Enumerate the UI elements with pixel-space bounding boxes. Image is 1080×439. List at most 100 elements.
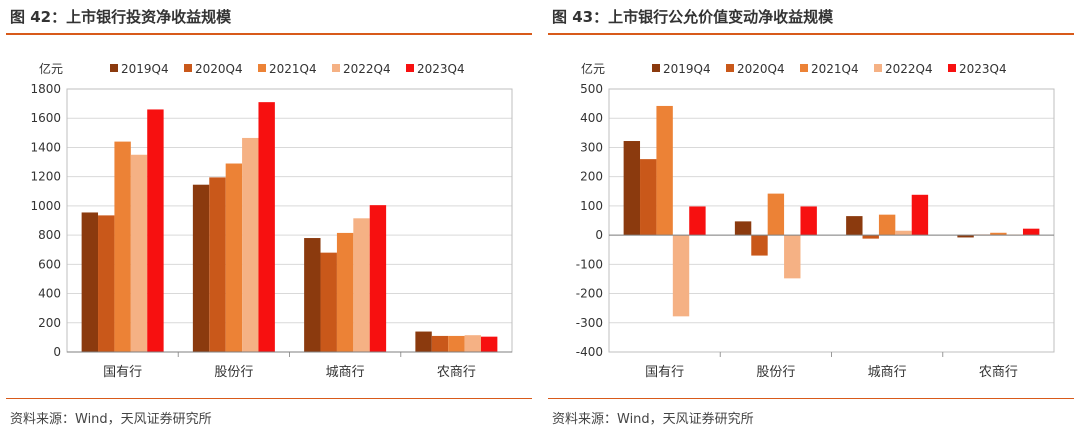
y-tick-label: 0 — [595, 228, 603, 242]
bar — [353, 218, 370, 352]
x-tick-label: 国有行 — [103, 365, 142, 380]
bar — [800, 206, 817, 236]
bar — [209, 177, 226, 352]
source-note: 资料来源：Wind，天风证券研究所 — [10, 412, 212, 427]
legend-label: 2022Q4 — [885, 62, 933, 76]
bar — [623, 141, 641, 236]
y-tick-label: -400 — [576, 345, 603, 359]
legend-swatch — [874, 64, 882, 72]
legend-label: 2020Q4 — [195, 62, 243, 76]
y-tick-label: 200 — [580, 170, 603, 184]
figure-title: 图 42：上市银行投资净收益规模 — [10, 8, 232, 26]
bar — [862, 235, 879, 239]
legend-label: 2021Q4 — [269, 62, 317, 76]
investment-income-bar-chart: 0 200 400 600 800 1000 1200 1400 1600 1800 亿元 2019Q… — [30, 61, 513, 380]
legend-swatch — [726, 64, 734, 72]
legend-swatch — [948, 64, 956, 72]
bar — [431, 335, 449, 352]
y-tick-label: 1800 — [30, 82, 61, 96]
fair-value-change-bar-chart: -400 -300 -200 -100 0 100 200 300 400 500 亿元 2019Q4… — [576, 61, 1055, 380]
y-tick-label: 1400 — [30, 140, 61, 154]
x-tick-label: 城商行 — [326, 365, 365, 380]
source-divider — [6, 398, 532, 399]
bar — [846, 216, 863, 236]
y-tick-label: 1000 — [30, 199, 61, 213]
y-axis-label: 亿元 — [39, 61, 63, 76]
x-tick-label: 农商行 — [979, 365, 1018, 380]
bar — [1022, 228, 1040, 236]
bar — [990, 232, 1007, 236]
legend-label: 2020Q4 — [737, 62, 785, 76]
bar — [640, 159, 657, 236]
y-axis-label: 亿元 — [581, 61, 605, 76]
legend-swatch — [800, 64, 808, 72]
bar — [656, 105, 673, 236]
legend-swatch — [184, 64, 192, 72]
bar — [448, 335, 465, 352]
x-tick-label: 城商行 — [868, 365, 907, 380]
bar — [98, 215, 115, 352]
bar — [957, 235, 974, 238]
bar — [304, 238, 321, 352]
legend-swatch — [406, 64, 414, 72]
legend-swatch — [110, 64, 118, 72]
bar — [242, 137, 259, 352]
legend-label: 2021Q4 — [811, 62, 859, 76]
legend-label: 2023Q4 — [959, 62, 1007, 76]
bar — [320, 252, 337, 352]
bar — [130, 154, 148, 352]
title-divider — [6, 33, 532, 35]
y-tick-label: -300 — [576, 316, 603, 330]
bar — [369, 205, 387, 352]
y-tick-label: -200 — [576, 287, 603, 301]
bar — [734, 221, 752, 236]
x-tick-label: 股份行 — [756, 365, 795, 380]
figure-42-panel: 图 42：上市银行投资净收益规模 0 200 400 600 800 1000 1200 14… — [6, 0, 532, 439]
y-tick-label: 500 — [580, 82, 603, 96]
legend-label: 2022Q4 — [343, 62, 391, 76]
figure-title: 图 43：上市银行公允价值变动净收益规模 — [552, 8, 834, 26]
bar — [192, 184, 210, 352]
legend-swatch — [332, 64, 340, 72]
y-tick-label: 600 — [38, 257, 61, 271]
legend-swatch — [652, 64, 660, 72]
bar — [114, 141, 131, 352]
source-note: 资料来源：Wind，天风证券研究所 — [552, 412, 754, 427]
x-tick-label: 农商行 — [437, 365, 476, 380]
y-tick-label: 200 — [38, 316, 61, 330]
bar — [415, 331, 432, 352]
bar — [767, 193, 785, 236]
y-tick-label: 800 — [38, 228, 61, 242]
bar — [81, 212, 99, 352]
title-divider — [548, 33, 1074, 35]
bar — [258, 102, 275, 353]
x-tick-label: 股份行 — [214, 365, 253, 380]
y-tick-label: 100 — [580, 199, 603, 213]
bar — [784, 235, 801, 279]
bar — [751, 235, 768, 256]
source-divider — [548, 398, 1074, 399]
y-tick-label: 400 — [38, 287, 61, 301]
bar — [911, 194, 929, 236]
bar — [878, 214, 896, 236]
bar — [895, 230, 912, 236]
legend-label: 2019Q4 — [663, 62, 711, 76]
legend-swatch — [258, 64, 266, 72]
y-tick-label: 400 — [580, 111, 603, 125]
bar — [689, 206, 706, 236]
y-tick-label: 1600 — [30, 111, 61, 125]
bar — [336, 232, 354, 352]
bar — [147, 109, 164, 352]
y-tick-label: -100 — [576, 257, 603, 271]
figure-43-panel: 图 43：上市银行公允价值变动净收益规模 -400 -300 -200 -100 0 10… — [548, 0, 1074, 439]
bar — [225, 163, 243, 352]
y-tick-label: 1200 — [30, 170, 61, 184]
y-tick-label: 0 — [53, 345, 61, 359]
legend-label: 2019Q4 — [121, 62, 169, 76]
bar — [464, 335, 481, 352]
x-tick-label: 国有行 — [645, 365, 684, 380]
bar — [672, 235, 690, 317]
y-tick-label: 300 — [580, 140, 603, 154]
bar — [480, 336, 498, 352]
legend-label: 2023Q4 — [417, 62, 465, 76]
